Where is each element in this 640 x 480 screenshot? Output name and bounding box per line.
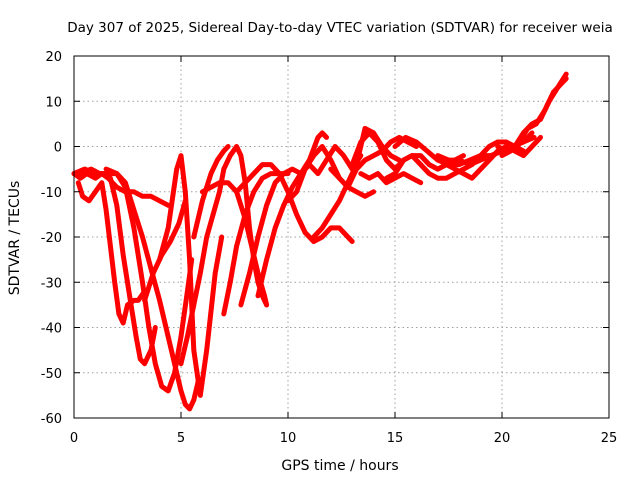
y-tick-label: -30 <box>41 276 62 291</box>
x-axis-label: GPS time / hours <box>281 458 398 474</box>
series-1-trace <box>75 180 148 326</box>
series-5-trace <box>142 198 188 303</box>
x-tick-label: 15 <box>387 431 404 446</box>
series-11-trace <box>234 162 355 244</box>
x-tick-label: 20 <box>494 431 511 446</box>
y-axis-label: SDTVAR / TECUs <box>7 181 23 296</box>
series-19-trace <box>383 139 526 181</box>
x-axis-tick-labels: 0 5 10 15 20 25 <box>70 431 617 446</box>
series-6-trace <box>157 153 225 398</box>
x-tick-label: 25 <box>601 431 618 446</box>
series-8-trace <box>191 144 231 240</box>
series-22-trace <box>443 134 543 181</box>
y-tick-label: 0 <box>54 141 62 156</box>
chart-title: Day 307 of 2025, Sidereal Day-to-day VTE… <box>67 20 613 36</box>
y-tick-label: 20 <box>45 50 62 65</box>
y-tick-label: -40 <box>41 322 62 337</box>
y-tick-label: -10 <box>41 186 62 201</box>
x-tick-label: 5 <box>177 431 185 446</box>
data-series <box>71 71 569 412</box>
y-tick-label: -20 <box>41 231 62 246</box>
series-18-trace <box>358 171 424 186</box>
series-4-trace <box>103 166 201 412</box>
series-3-trace <box>77 166 195 394</box>
series-12-trace <box>238 130 329 308</box>
y-tick-label: -60 <box>41 412 62 427</box>
series-24-trace <box>499 76 569 159</box>
x-tick-label: 0 <box>70 431 78 446</box>
y-tick-label: 10 <box>45 95 62 110</box>
axis-ticks <box>73 55 610 419</box>
series-14-trace <box>285 144 377 204</box>
x-tick-label: 10 <box>280 431 297 446</box>
y-tick-label: -50 <box>41 367 62 382</box>
y-axis-tick-labels: -60 -50 -40 -30 -20 -10 0 10 20 <box>41 50 62 427</box>
